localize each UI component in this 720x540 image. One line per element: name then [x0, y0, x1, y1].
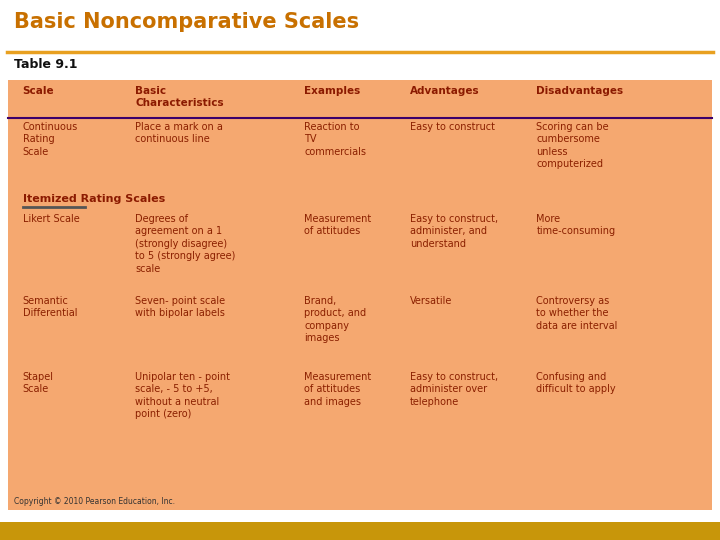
Text: Brand,
product, and
company
images: Brand, product, and company images [304, 296, 366, 343]
FancyBboxPatch shape [0, 522, 720, 540]
Text: Easy to construct: Easy to construct [410, 122, 495, 132]
Text: Stapel
Scale: Stapel Scale [22, 372, 53, 394]
Text: Advantages: Advantages [410, 86, 480, 96]
Text: Disadvantages: Disadvantages [536, 86, 624, 96]
Text: Place a mark on a
continuous line: Place a mark on a continuous line [135, 122, 223, 144]
Text: Scale: Scale [22, 86, 54, 96]
Text: Itemized Rating Scales: Itemized Rating Scales [22, 194, 165, 204]
FancyBboxPatch shape [8, 80, 712, 510]
Text: Semantic
Differential: Semantic Differential [22, 296, 77, 319]
Text: Copyright © 2010 Pearson Education, Inc.: Copyright © 2010 Pearson Education, Inc. [14, 497, 175, 506]
Text: Examples: Examples [304, 86, 361, 96]
Text: Measurement
of attitudes: Measurement of attitudes [304, 214, 372, 237]
Text: Controversy as
to whether the
data are interval: Controversy as to whether the data are i… [536, 296, 618, 331]
Text: Easy to construct,
administer, and
understand: Easy to construct, administer, and under… [410, 214, 498, 249]
Text: Seven- point scale
with bipolar labels: Seven- point scale with bipolar labels [135, 296, 225, 319]
Text: Continuous
Rating
Scale: Continuous Rating Scale [22, 122, 78, 157]
Text: Likert Scale: Likert Scale [22, 214, 79, 224]
Text: More
time-consuming: More time-consuming [536, 214, 616, 237]
Text: Basic
Characteristics: Basic Characteristics [135, 86, 224, 109]
Text: 8-36: 8-36 [688, 522, 710, 532]
Text: Unipolar ten - point
scale, - 5 to +5,
without a neutral
point (zero): Unipolar ten - point scale, - 5 to +5, w… [135, 372, 230, 419]
Text: Easy to construct,
administer over
telephone: Easy to construct, administer over telep… [410, 372, 498, 407]
Text: Reaction to
TV
commercials: Reaction to TV commercials [304, 122, 366, 157]
Text: Basic Noncomparative Scales: Basic Noncomparative Scales [14, 12, 359, 32]
Text: Table 9.1: Table 9.1 [14, 58, 78, 71]
Text: Versatile: Versatile [410, 296, 452, 306]
Text: Degrees of
agreement on a 1
(strongly disagree)
to 5 (strongly agree)
scale: Degrees of agreement on a 1 (strongly di… [135, 214, 235, 274]
Text: Scoring can be
cumbersome
unless
computerized: Scoring can be cumbersome unless compute… [536, 122, 609, 169]
Text: Confusing and
difficult to apply: Confusing and difficult to apply [536, 372, 616, 394]
Text: Measurement
of attitudes
and images: Measurement of attitudes and images [304, 372, 372, 407]
